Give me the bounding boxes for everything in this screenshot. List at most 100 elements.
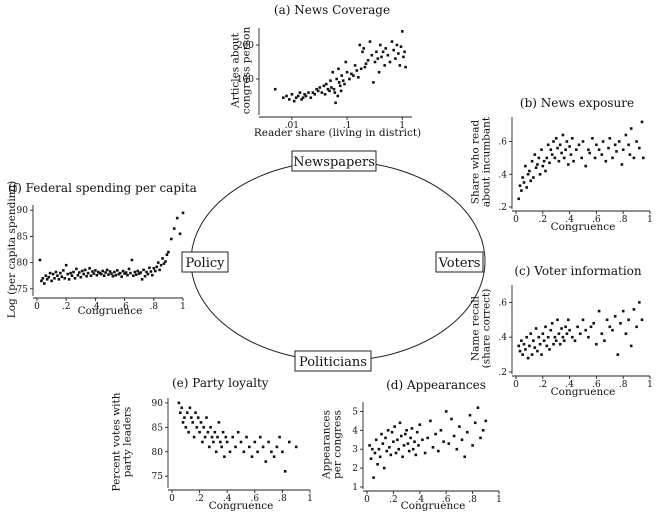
data-point [525, 186, 528, 189]
data-point [410, 427, 414, 430]
data-point [632, 308, 636, 311]
data-point [51, 272, 55, 276]
data-point [388, 60, 392, 64]
data-point [178, 232, 182, 236]
data-point [580, 156, 583, 160]
data-point [301, 96, 305, 99]
data-point [199, 421, 203, 424]
node-newspapers: Newspapers [291, 150, 377, 172]
data-point [352, 74, 355, 77]
y-axis-label: Name recall [470, 295, 482, 361]
data-point [528, 169, 531, 173]
data-point [381, 50, 385, 54]
node-politicians-label: Politicians [299, 355, 367, 370]
data-point [413, 440, 416, 443]
data-point [484, 419, 488, 423]
data-point [366, 59, 370, 62]
data-point [608, 325, 612, 329]
data-point [191, 421, 194, 424]
data-point [335, 77, 338, 81]
data-point [444, 410, 448, 413]
data-point [101, 269, 104, 273]
data-point [567, 318, 570, 322]
data-point [221, 430, 225, 434]
data-point [524, 164, 527, 168]
data-point [605, 318, 609, 322]
x-axis-label: Congruence [551, 386, 616, 398]
data-point [373, 451, 377, 455]
data-point [546, 335, 550, 339]
data-point [567, 163, 570, 166]
data-point [102, 274, 106, 277]
data-point [557, 159, 561, 163]
data-point [542, 339, 546, 342]
y-tick-label: 80 [17, 259, 29, 269]
data-point [390, 40, 394, 43]
data-point [558, 143, 562, 147]
data-point [466, 430, 469, 434]
x-axis-label: Reader share (living in district) [254, 127, 421, 139]
data-point [151, 273, 154, 277]
data-point [281, 450, 284, 454]
data-point [398, 64, 402, 67]
y-tick-label: .4 [498, 333, 507, 343]
data-point [379, 43, 382, 47]
data-point [357, 76, 360, 79]
data-point [616, 353, 620, 356]
data-point [320, 91, 324, 94]
data-point [600, 153, 604, 156]
panel-f: (f) Federal spending per capita 0 .2 .4 .6 .8… [6, 181, 197, 319]
data-point [587, 335, 590, 339]
data-point [393, 425, 396, 428]
data-point [423, 451, 427, 455]
data-point [635, 325, 638, 329]
x-tick-label: .8 [619, 215, 628, 225]
data-point [520, 339, 523, 342]
data-point [126, 273, 129, 277]
data-point [392, 48, 395, 52]
data-point [208, 445, 211, 449]
data-point [389, 453, 393, 457]
x-axis-label: Congruence [78, 305, 143, 317]
data-point [562, 339, 566, 342]
data-point [85, 274, 88, 278]
data-point [56, 274, 59, 277]
data-point [190, 416, 193, 419]
data-point [517, 197, 520, 201]
data-point [82, 272, 85, 276]
data-point [288, 440, 291, 444]
data-point [434, 432, 437, 436]
data-point [442, 440, 445, 443]
data-point [468, 413, 472, 417]
data-point [116, 269, 119, 272]
data-point [520, 189, 523, 192]
x-tick-label: .6 [592, 215, 601, 225]
x-tick-label: .2 [539, 215, 548, 225]
x-tick-label: .4 [416, 495, 425, 505]
data-point [328, 89, 331, 93]
data-point [384, 436, 387, 440]
data-point [372, 476, 375, 479]
x-tick-label: 0 [34, 302, 40, 312]
data-point [611, 328, 614, 332]
data-point [576, 325, 579, 329]
y-axis-label: (share correct) [481, 289, 493, 369]
data-point [604, 159, 608, 163]
data-point [162, 262, 166, 265]
data-point [137, 272, 141, 275]
data-point [403, 50, 406, 54]
y-tick-label: 5 [352, 407, 358, 417]
panel-e-title: (e) Party loyalty [172, 376, 269, 390]
data-point [219, 440, 222, 444]
y-tick-label: 200 [237, 41, 254, 51]
data-point [526, 356, 530, 360]
data-point [213, 430, 217, 434]
data-point [239, 440, 243, 444]
data-point [542, 159, 546, 163]
y-tick-label: .6 [498, 138, 507, 148]
panel-e: (e) Party loyalty 0 .2 .4 .6 .8 1 75 80 85 90 Congr… [111, 376, 313, 512]
data-point [185, 411, 189, 414]
data-point [452, 434, 456, 438]
